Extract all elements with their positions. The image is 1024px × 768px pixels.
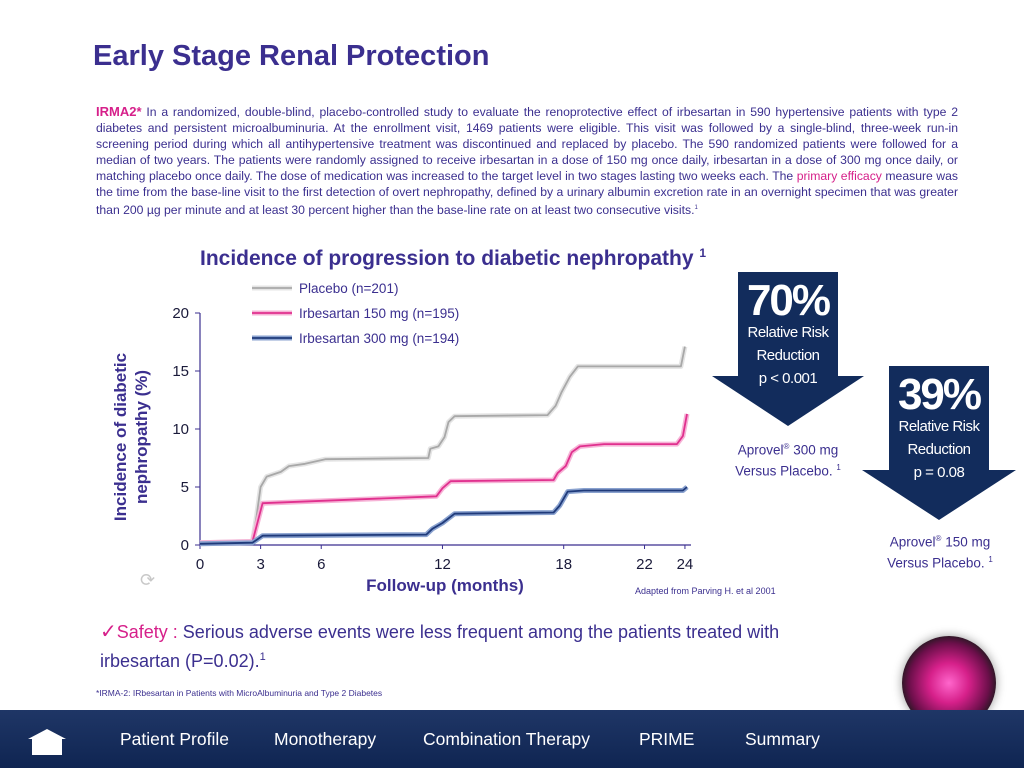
check-icon: ✓ <box>100 621 117 643</box>
arrow-shape <box>712 272 864 426</box>
caption-ref-150mg: 1 <box>988 554 993 564</box>
caption-dose-300mg: 300 mg <box>789 442 839 458</box>
caption-150mg: Aprovel® 150 mg Versus Placebo. 1 <box>868 530 1012 571</box>
legend-label-0: Placebo (n=201) <box>299 281 398 296</box>
risk-label-line1-300mg: Relative Risk <box>747 324 829 341</box>
study-text-part1: In a randomized, double-blind, placebo-c… <box>96 105 958 183</box>
series-line-1 <box>199 413 688 544</box>
chart-title-ref: 1 <box>699 246 707 260</box>
page-title: Early Stage Renal Protection <box>93 40 490 72</box>
chart-title-text: Incidence of progression to diabetic nep… <box>200 247 694 270</box>
risk-label-line1-150mg: Relative Risk <box>898 418 980 435</box>
source-note: Adapted from Parving H. et al 2001 <box>635 586 776 596</box>
risk-reduction-arrow-150mg: 39% Relative Risk Reduction p = 0.08 <box>862 366 1016 520</box>
legend-label-1: Irbesartan 150 mg (n=195) <box>299 306 459 321</box>
y-tick-label: 20 <box>172 305 189 322</box>
series-line-2 <box>199 486 688 545</box>
x-tick-label: 22 <box>636 556 653 573</box>
caption-ref-300mg: 1 <box>836 462 841 472</box>
risk-label-line2-150mg: Reduction <box>907 441 971 458</box>
caption-mark-300mg: ® <box>783 442 790 451</box>
study-ref: 1 <box>694 205 698 211</box>
caption-versus-300mg: Versus Placebo. <box>735 463 837 478</box>
y-tick-label: 10 <box>172 421 189 438</box>
y-axis-label-line2: nephropathy (%) <box>132 370 151 504</box>
footnote-reference-clipped <box>96 704 796 709</box>
p-value-300mg: p < 0.001 <box>758 370 818 387</box>
safety-statement: ✓Safety : Serious adverse events were le… <box>100 620 860 674</box>
y-tick-label: 0 <box>181 537 189 554</box>
safety-text: Serious adverse events were less frequen… <box>100 622 780 671</box>
y-tick-label: 5 <box>181 479 189 496</box>
caption-mark-150mg: ® <box>935 534 942 543</box>
study-name: IRMA2* <box>96 104 142 119</box>
safety-ref: 1 <box>259 651 266 663</box>
x-tick-label: 24 <box>677 556 694 573</box>
footnote: *IRMA-2: IRbesartan in Patients with Mic… <box>96 688 383 698</box>
p-value-150mg: p = 0.08 <box>913 464 965 481</box>
nav-combination-therapy[interactable]: Combination Therapy <box>423 729 590 749</box>
caption-drug-300mg: Aprovel <box>737 442 784 458</box>
home-icon[interactable] <box>27 728 67 756</box>
caption-drug-150mg: Aprovel <box>889 534 936 550</box>
x-tick-label: 0 <box>196 556 204 573</box>
risk-percent-300mg: 70% <box>746 276 831 325</box>
down-arrow-icon <box>862 366 1016 520</box>
study-description: IRMA2* In a randomized, double-blind, pl… <box>96 104 958 218</box>
risk-reduction-arrow-300mg: 70% Relative Risk Reduction p < 0.001 <box>712 272 864 426</box>
series-line-0 <box>199 346 686 544</box>
y-axis-label-line1: Incidence of diabetic <box>111 353 130 521</box>
bottom-navigation: Patient Profile Monotherapy Combination … <box>0 710 1024 768</box>
x-axis-label: Follow-up (months) <box>366 576 524 595</box>
caption-300mg: Aprovel® 300 mg Versus Placebo. 1 <box>716 438 860 479</box>
down-arrow-icon <box>712 272 864 426</box>
nav-monotherapy[interactable]: Monotherapy <box>274 729 377 749</box>
x-tick-label: 18 <box>555 556 572 573</box>
study-text-part2: measure was the time from the base-line … <box>96 169 958 218</box>
risk-percent-150mg: 39% <box>897 370 982 419</box>
incidence-chart: 0 5 10 15 20 0 3 6 12 18 22 24 Follow-up (months) Inc… <box>111 281 694 595</box>
x-tick-label: 3 <box>256 556 264 573</box>
y-tick-label: 15 <box>172 363 189 380</box>
caption-dose-150mg: 150 mg <box>941 534 991 550</box>
risk-label-line2-300mg: Reduction <box>756 347 820 364</box>
safety-label: Safety : <box>116 622 178 642</box>
primary-efficacy-highlight: primary efficacy <box>796 169 882 183</box>
nav-prime[interactable]: PRIME <box>639 729 695 749</box>
arrow-shape <box>862 366 1016 520</box>
caption-versus-150mg: Versus Placebo. <box>887 555 989 570</box>
x-tick-label: 6 <box>317 556 325 573</box>
chart-title: Incidence of progression to diabetic nep… <box>200 246 706 271</box>
legend-label-2: Irbesartan 300 mg (n=194) <box>299 331 459 346</box>
nav-summary[interactable]: Summary <box>745 729 820 749</box>
nav-patient-profile[interactable]: Patient Profile <box>120 729 229 749</box>
x-tick-label: 12 <box>434 556 451 573</box>
reload-icon[interactable]: ⟳ <box>140 570 156 590</box>
